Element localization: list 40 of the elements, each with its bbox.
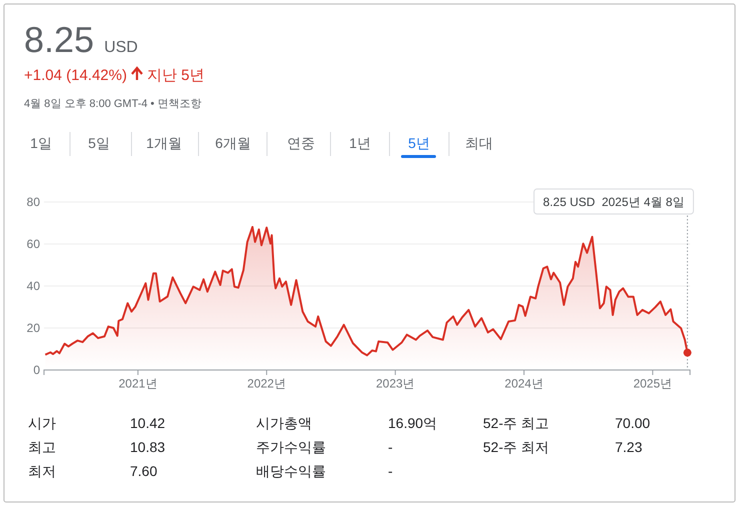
x-tick-label: 2023년: [376, 376, 415, 391]
y-tick-label: 60: [26, 236, 40, 251]
y-tick-label: 20: [26, 320, 40, 335]
text: 52-주 최고: [483, 415, 550, 431]
annotation: 8.25 USD 2025년 4월 8일: [543, 195, 684, 209]
text: 주가수익률: [256, 439, 326, 455]
text: 52-주 최저: [483, 439, 550, 455]
text: 연중: [287, 135, 315, 151]
x-tick-label: 2025년: [633, 376, 672, 391]
text: 1년: [349, 135, 371, 151]
text: 최저: [28, 463, 56, 479]
text: 10.83: [130, 439, 166, 455]
x-tick-label: 2024년: [504, 376, 544, 391]
text: -: [388, 439, 393, 455]
text: 5년: [408, 135, 430, 151]
text: 1개월: [146, 135, 182, 151]
text: 1일: [30, 135, 52, 151]
text: -: [388, 463, 393, 479]
text: 7.60: [130, 463, 158, 479]
text: 최대: [465, 135, 493, 151]
text: 배당수익률: [256, 463, 326, 479]
text: 10.42: [130, 415, 166, 431]
chart-title: 8.25: [24, 19, 94, 60]
text: 6개월: [215, 135, 251, 151]
text: 16.90억: [388, 415, 438, 431]
text: 7.23: [615, 439, 642, 455]
text: 5일: [88, 135, 110, 151]
chart-subtitle: +1.04 (14.42%): [24, 67, 127, 84]
x-tick-label: 2021년: [118, 376, 158, 391]
text: 70.00: [615, 415, 650, 431]
text: 4월 8일 오후 8:00 GMT-4 • 면책조항: [24, 98, 202, 110]
y-tick-label: 0: [33, 362, 40, 377]
y-tick-label: 80: [26, 194, 40, 209]
x-tick-label: 2022년: [247, 376, 286, 391]
text: 최고: [28, 439, 56, 455]
text: 시가총액: [256, 415, 312, 431]
text: 시가: [28, 415, 56, 431]
text: 지난 5년: [147, 67, 205, 84]
y-tick-label: 40: [26, 278, 40, 293]
text: USD: [104, 39, 138, 56]
